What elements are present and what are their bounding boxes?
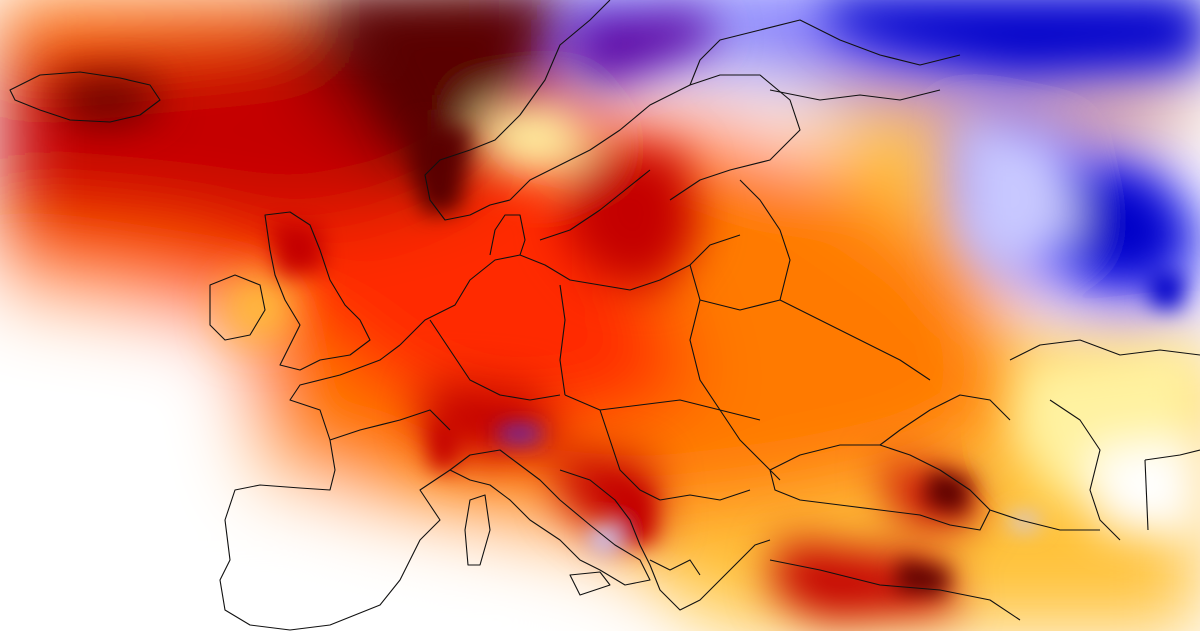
coastlines-and-borders (9, 0, 1200, 631)
anomaly-field-mid (60, 0, 1200, 620)
anomaly-field-fine (270, 120, 1185, 595)
